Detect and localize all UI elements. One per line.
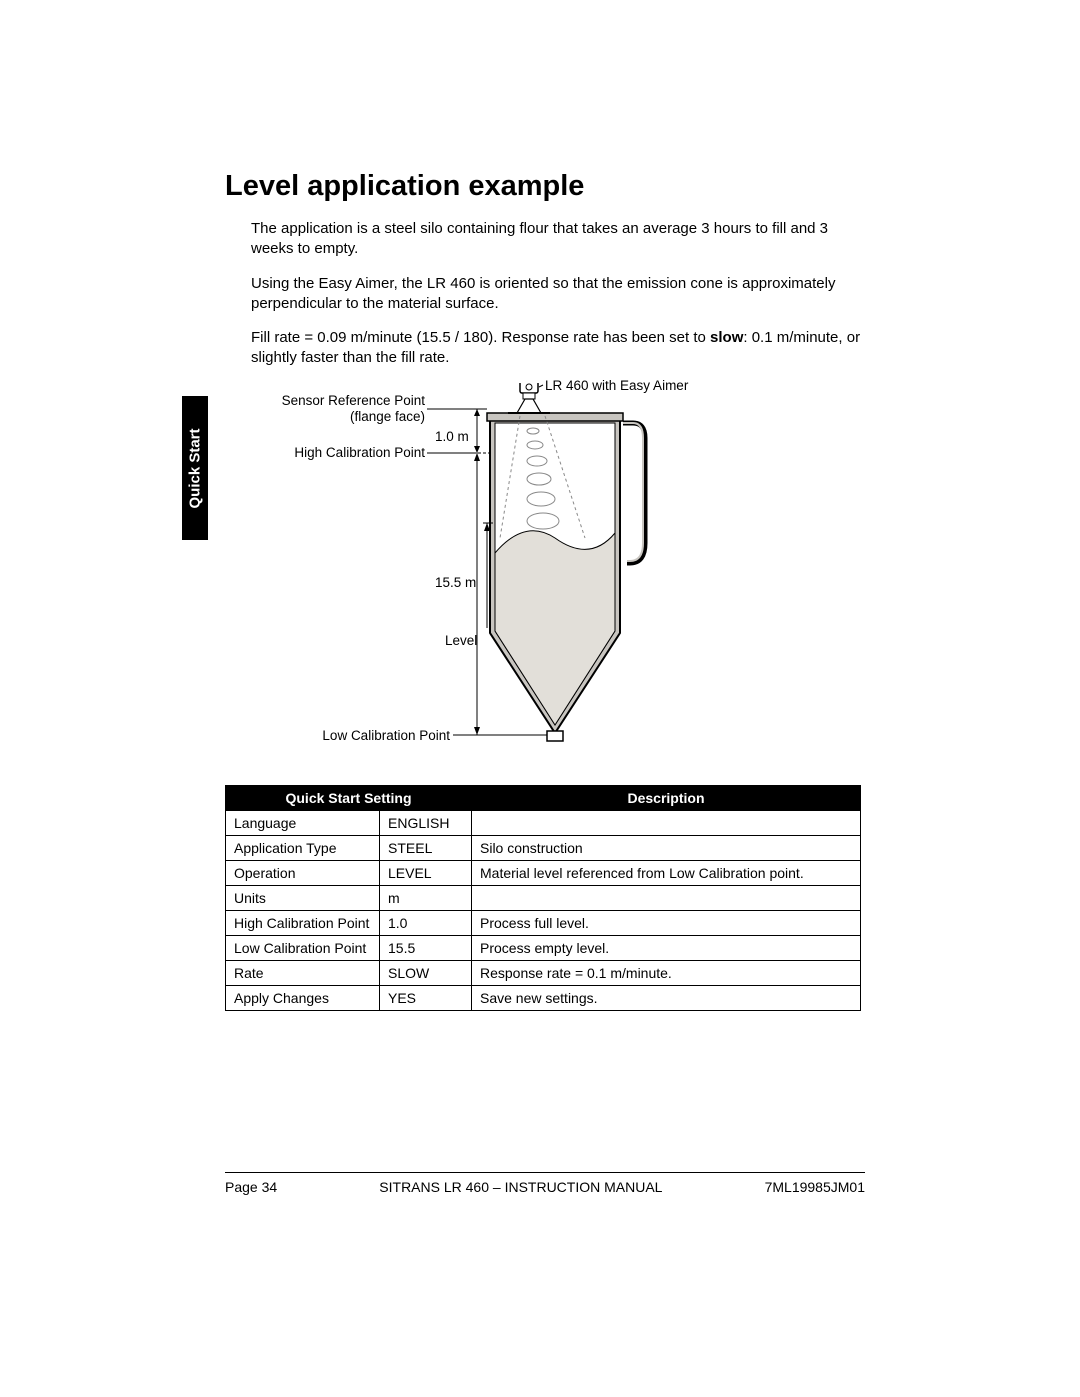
footer-right: 7ML19985JM01 xyxy=(765,1179,865,1195)
table-row: Apply ChangesYESSave new settings. xyxy=(226,985,861,1010)
table-row: RateSLOWResponse rate = 0.1 m/minute. xyxy=(226,960,861,985)
table-row: Unitsm xyxy=(226,885,861,910)
leader-device xyxy=(539,385,543,387)
silo-diagram: LR 460 with Easy Aimer Sensor Reference … xyxy=(225,383,865,773)
paragraph-1: The application is a steel silo containi… xyxy=(251,219,865,260)
side-tab-label: Quick Start xyxy=(187,428,204,508)
side-tab: Quick Start xyxy=(182,396,208,540)
th-setting: Quick Start Setting xyxy=(226,785,472,810)
paragraph-2: Using the Easy Aimer, the LR 460 is orie… xyxy=(251,274,865,315)
footer-left: Page 34 xyxy=(225,1179,277,1195)
settings-table: Quick Start Setting Description Language… xyxy=(225,785,861,1011)
silo-svg xyxy=(225,383,865,773)
table-row: Application TypeSTEELSilo construction xyxy=(226,835,861,860)
table-row: OperationLEVELMaterial level referenced … xyxy=(226,860,861,885)
p3-a: Fill rate = 0.09 m/minute (15.5 / 180). … xyxy=(251,329,710,346)
p3-b: slow xyxy=(710,329,743,346)
table-row: High Calibration Point1.0Process full le… xyxy=(226,910,861,935)
table-row: Low Calibration Point15.5Process empty l… xyxy=(226,935,861,960)
pipe-icon xyxy=(623,423,645,563)
table-body: LanguageENGLISH Application TypeSTEELSil… xyxy=(226,810,861,1010)
page-title: Level application example xyxy=(225,170,865,203)
page-content: Level application example The applicatio… xyxy=(225,170,865,1011)
footer-center: SITRANS LR 460 – INSTRUCTION MANUAL xyxy=(379,1179,662,1195)
th-description: Description xyxy=(472,785,861,810)
table-row: LanguageENGLISH xyxy=(226,810,861,835)
silo-body-icon xyxy=(487,413,623,741)
paragraph-3: Fill rate = 0.09 m/minute (15.5 / 180). … xyxy=(251,328,865,369)
page-footer: Page 34 SITRANS LR 460 – INSTRUCTION MAN… xyxy=(225,1172,865,1195)
